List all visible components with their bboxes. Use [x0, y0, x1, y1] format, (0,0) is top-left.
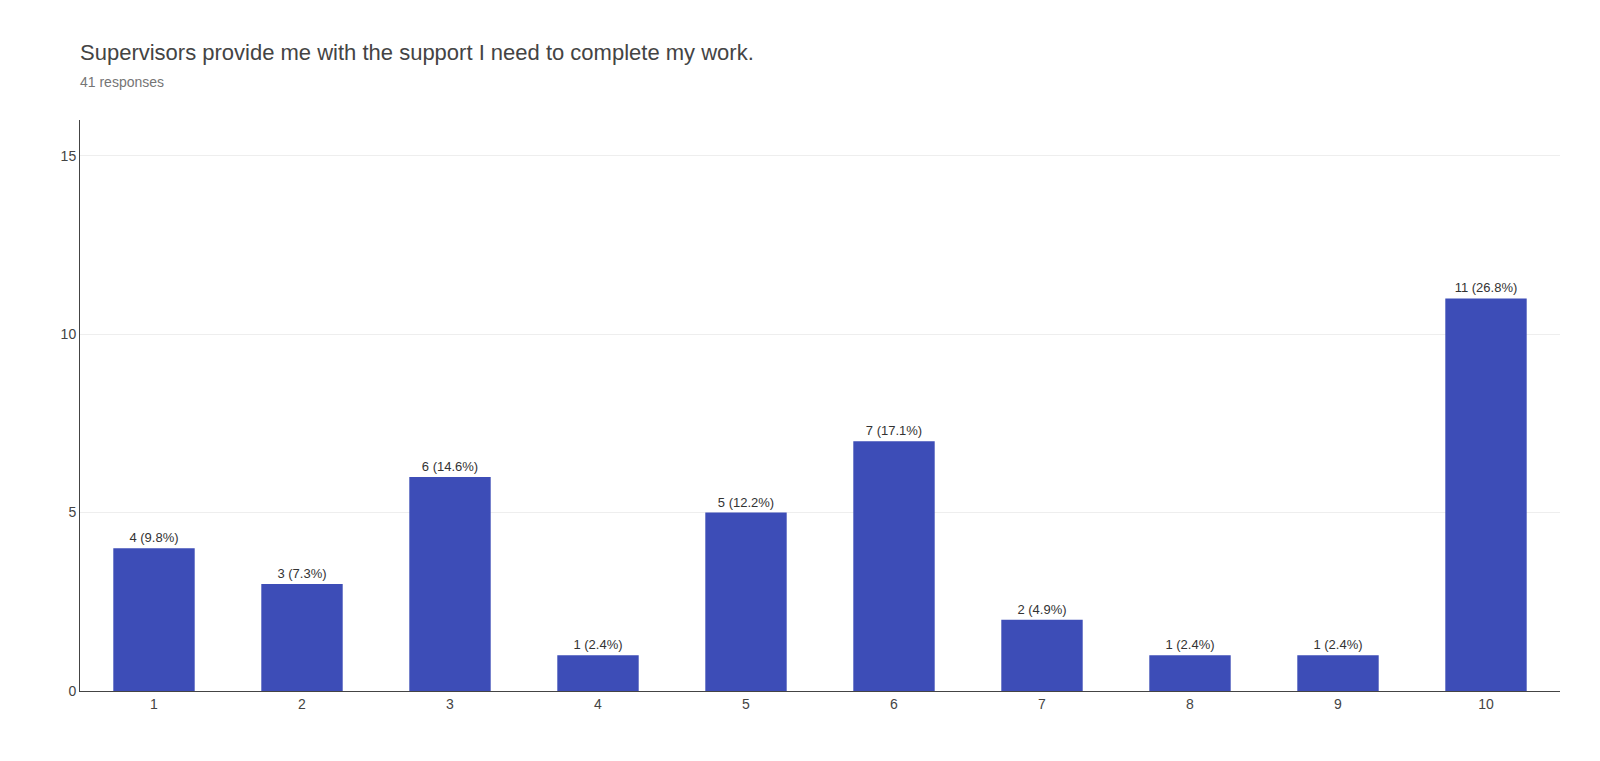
svg-text:7: 7 — [1038, 696, 1046, 712]
svg-text:1 (2.4%): 1 (2.4%) — [1313, 637, 1362, 652]
svg-text:10: 10 — [61, 326, 77, 342]
svg-text:5: 5 — [742, 696, 750, 712]
svg-text:1: 1 — [150, 696, 158, 712]
svg-text:6 (14.6%): 6 (14.6%) — [422, 459, 478, 474]
svg-text:3 (7.3%): 3 (7.3%) — [277, 566, 326, 581]
svg-text:4 (9.8%): 4 (9.8%) — [129, 530, 178, 545]
svg-text:1 (2.4%): 1 (2.4%) — [573, 637, 622, 652]
svg-text:11 (26.8%): 11 (26.8%) — [1455, 280, 1518, 295]
svg-text:8: 8 — [1186, 696, 1194, 712]
svg-text:10: 10 — [1478, 696, 1494, 712]
svg-text:Supervisors provide me with th: Supervisors provide me with the support … — [80, 40, 754, 65]
svg-text:3: 3 — [446, 696, 454, 712]
svg-text:7 (17.1%): 7 (17.1%) — [866, 423, 922, 438]
svg-text:2: 2 — [298, 696, 306, 712]
svg-text:1 (2.4%): 1 (2.4%) — [1165, 637, 1214, 652]
svg-text:9: 9 — [1334, 696, 1342, 712]
svg-text:4: 4 — [594, 696, 602, 712]
svg-text:2 (4.9%): 2 (4.9%) — [1017, 602, 1066, 617]
svg-text:0: 0 — [68, 683, 76, 699]
svg-text:5 (12.2%): 5 (12.2%) — [718, 495, 774, 510]
svg-text:5: 5 — [68, 504, 76, 520]
svg-text:6: 6 — [890, 696, 898, 712]
svg-text:41 responses: 41 responses — [80, 74, 164, 90]
svg-text:15: 15 — [61, 148, 77, 164]
